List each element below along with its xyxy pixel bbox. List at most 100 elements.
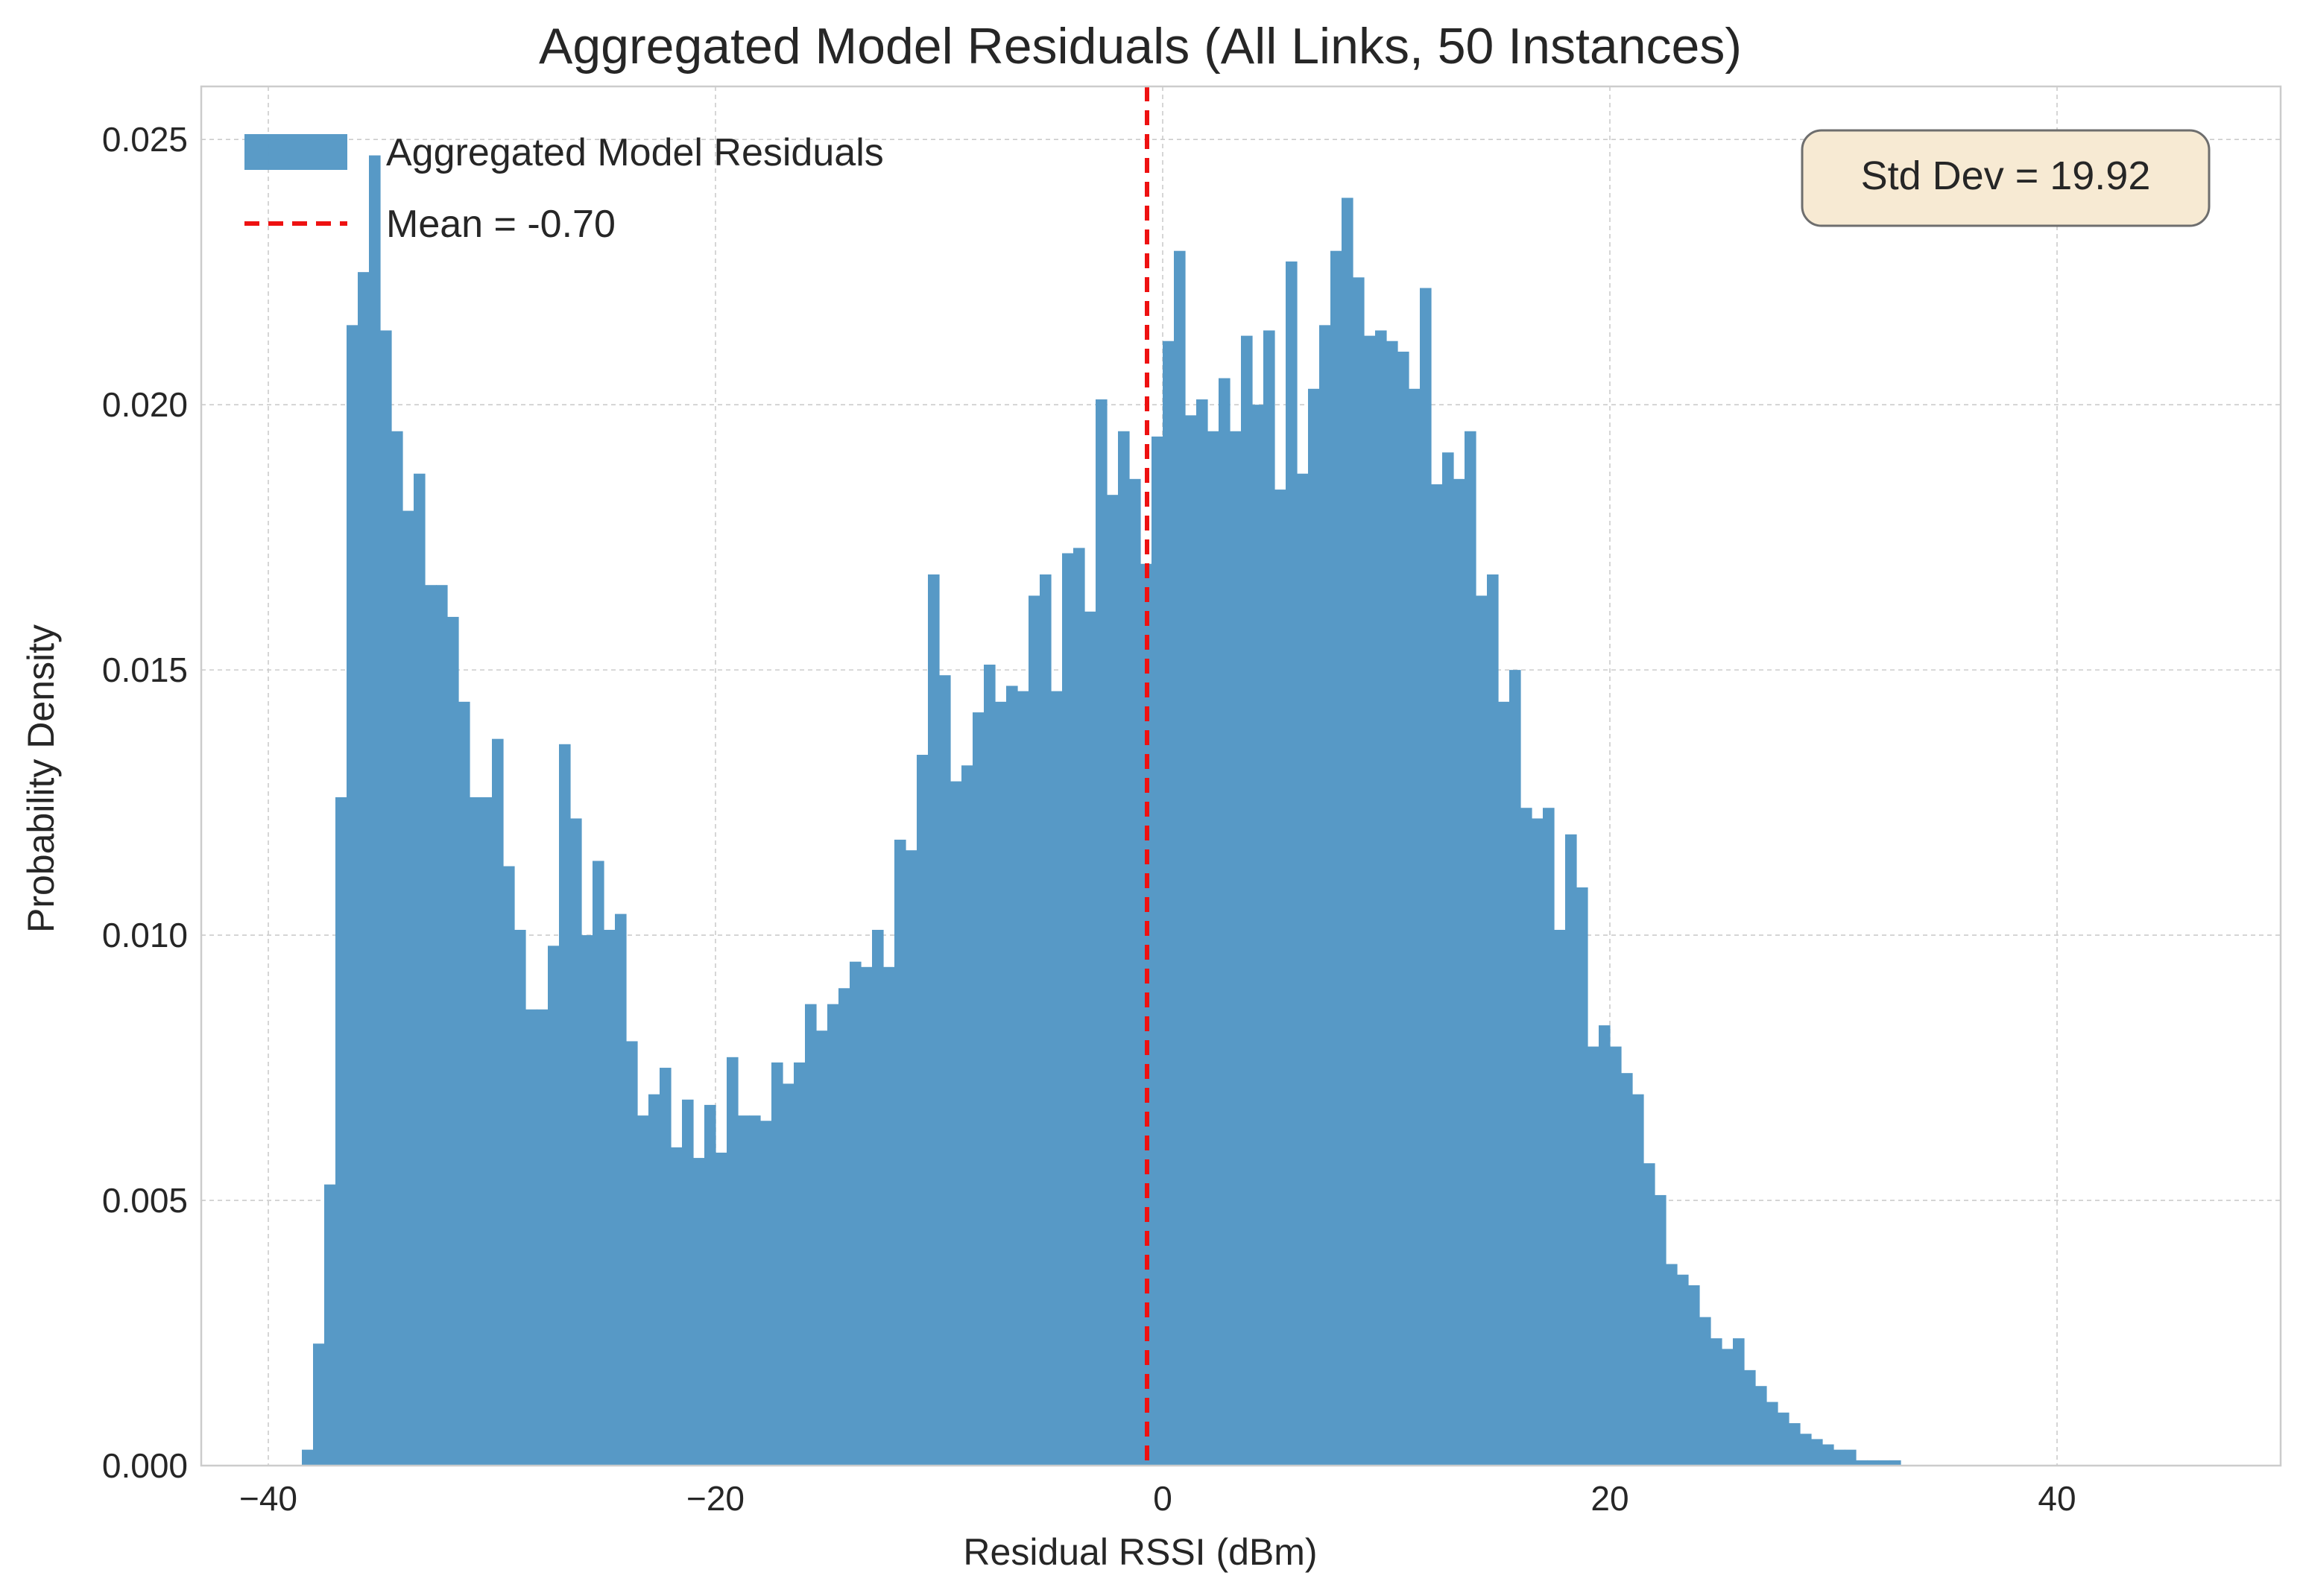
histogram-bar (1453, 478, 1465, 1466)
histogram-bar (749, 1115, 761, 1466)
histogram-bar (1409, 388, 1421, 1466)
histogram-bar (1755, 1386, 1767, 1466)
legend-label-mean: Mean = -0.70 (386, 203, 616, 246)
histogram-bar (335, 797, 347, 1466)
histogram-bar (1196, 399, 1208, 1466)
histogram-bar (727, 1057, 739, 1466)
y-axis-ticks: 0.000 0.005 0.010 0.015 0.020 0.025 (102, 120, 188, 1485)
histogram-bar (1554, 929, 1566, 1466)
histogram-bar (525, 1009, 537, 1466)
y-tick-label: 0.000 (102, 1446, 188, 1485)
histogram-bar (1476, 595, 1488, 1466)
histogram-bar (458, 701, 470, 1466)
histogram-bar (1699, 1317, 1711, 1466)
histogram-bar (1778, 1412, 1789, 1466)
histogram-bar (894, 839, 906, 1466)
histogram-bar (783, 1083, 794, 1466)
histogram-bar (1576, 887, 1588, 1466)
chart-title: Aggregated Model Residuals (All Links, 5… (539, 18, 1742, 75)
histogram-bar (1375, 330, 1387, 1466)
histogram-bar (470, 797, 481, 1466)
histogram-bar (827, 1004, 839, 1466)
x-tick-label: 40 (2038, 1479, 2076, 1518)
histogram-bar (1107, 495, 1119, 1466)
histogram-bar (1688, 1285, 1700, 1466)
y-axis-label: Probability Density (20, 624, 62, 933)
histogram-bar (1297, 473, 1309, 1466)
histogram-bar (537, 1009, 549, 1466)
y-tick-label: 0.015 (102, 650, 188, 689)
histogram-bar (872, 929, 884, 1466)
histogram-bar (1096, 399, 1108, 1466)
histogram-bar (660, 1068, 672, 1466)
histogram-bar (1621, 1073, 1633, 1466)
histogram-bar (1230, 431, 1242, 1466)
histogram-bar (1789, 1423, 1801, 1466)
histogram-bar (347, 325, 358, 1466)
histogram-bar (391, 431, 403, 1466)
histogram-bar (1498, 701, 1510, 1466)
histogram-bar (593, 861, 604, 1466)
histogram-bar (1252, 405, 1264, 1466)
histogram-bar (626, 1041, 638, 1466)
histogram-bar (1017, 691, 1029, 1466)
histogram-bar (1029, 595, 1040, 1466)
x-axis-ticks: −40 −20 0 20 40 (239, 1479, 2076, 1518)
y-tick-label: 0.020 (102, 385, 188, 424)
histogram-bar (995, 701, 1007, 1466)
histogram-bar (1878, 1460, 1890, 1466)
histogram-bar (1800, 1434, 1812, 1466)
legend-swatch-histogram (244, 134, 347, 170)
histogram-bar (1353, 277, 1365, 1466)
histogram-bar (1207, 431, 1219, 1466)
histogram-bar (1152, 436, 1163, 1466)
histogram-bar (436, 585, 448, 1466)
histogram-bar (414, 473, 426, 1466)
legend-label-histogram: Aggregated Model Residuals (386, 131, 884, 174)
histogram-bar (1766, 1402, 1778, 1466)
histogram-bar (1856, 1460, 1868, 1466)
histogram-bar (906, 850, 917, 1466)
histogram-bar (648, 1094, 660, 1466)
histogram-bar (548, 946, 560, 1466)
std-dev-annotation: Std Dev = 19.92 (1801, 129, 2211, 227)
histogram-bar (1509, 670, 1521, 1466)
histogram-bar (1319, 325, 1331, 1466)
histogram-bar (1744, 1369, 1756, 1466)
histogram-bar (1129, 478, 1141, 1466)
histogram-bar (313, 1343, 325, 1466)
histogram-bar (1599, 1025, 1611, 1466)
histogram-bar (1219, 378, 1231, 1466)
histogram-bar (581, 935, 593, 1466)
histogram-bar (1118, 431, 1130, 1466)
histogram-bar (939, 675, 951, 1466)
histogram-bar (1174, 250, 1186, 1466)
histogram-bar (358, 272, 370, 1466)
x-tick-label: 0 (1153, 1479, 1172, 1518)
histogram-bar (1062, 553, 1074, 1466)
histogram-bar (704, 1104, 716, 1466)
histogram-bar (1532, 818, 1544, 1466)
histogram-bar (324, 1184, 336, 1466)
histogram-bar (928, 574, 940, 1466)
histogram-bar (380, 330, 392, 1466)
histogram-bar (1084, 611, 1096, 1466)
histogram-bar (883, 966, 895, 1466)
histogram-bar (1632, 1094, 1644, 1466)
histogram-bar (302, 1449, 314, 1466)
y-tick-label: 0.005 (102, 1181, 188, 1220)
histogram-bar (402, 510, 414, 1466)
histogram-bar (1565, 834, 1577, 1466)
histogram-bar (369, 155, 381, 1466)
histogram-bar (984, 664, 996, 1466)
histogram-bar (1465, 431, 1476, 1466)
histogram-bar (794, 1062, 806, 1466)
histogram-bar (1833, 1449, 1845, 1466)
histogram-bar (1822, 1444, 1834, 1466)
histogram-bar (771, 1062, 783, 1466)
histogram-bar (492, 738, 504, 1466)
x-axis-label: Residual RSSI (dBm) (963, 1531, 1317, 1573)
histogram-bar (1655, 1194, 1667, 1466)
histogram-bar (1040, 574, 1052, 1466)
